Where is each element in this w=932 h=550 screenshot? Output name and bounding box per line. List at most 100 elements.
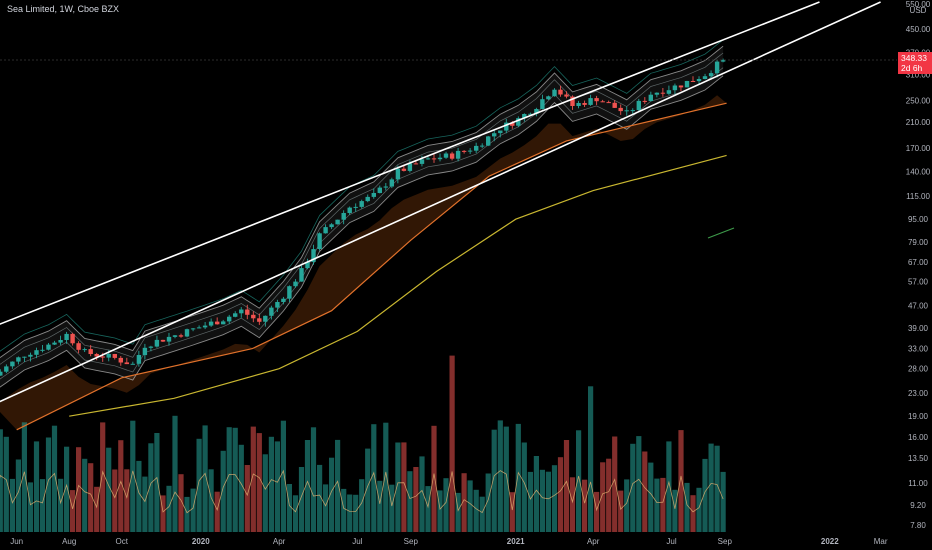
time-tick-label: Jun (10, 537, 23, 546)
volume-bar (437, 490, 443, 532)
candle (16, 356, 21, 365)
volume-bar (636, 436, 642, 532)
volume-bar (521, 442, 527, 532)
candle (546, 95, 551, 100)
volume-bar (3, 436, 9, 532)
volume-bar (527, 471, 533, 532)
candle (576, 100, 581, 109)
candle (365, 194, 370, 203)
volume-bar (106, 447, 112, 532)
volume-bar (467, 480, 473, 532)
candle (570, 95, 575, 110)
volume-bar (443, 478, 449, 532)
volume-bar (425, 486, 431, 532)
candle (558, 85, 563, 97)
price-tick-label: 210.00 (906, 118, 931, 127)
candle (269, 305, 274, 320)
price-tick-label: 33.00 (908, 345, 929, 354)
candle (202, 322, 208, 330)
candle (486, 135, 491, 147)
candle (636, 98, 641, 112)
candle (148, 345, 154, 352)
candle (684, 80, 690, 88)
candle (4, 364, 9, 374)
volume-bar (557, 457, 564, 532)
time-tick-label: Jul (666, 537, 676, 546)
price-tick-label: 170.00 (906, 144, 931, 153)
volume-bar (383, 422, 389, 532)
candle (359, 199, 364, 209)
candle (353, 203, 358, 212)
price-tick-label: 57.00 (908, 278, 929, 287)
price-tick-label: 28.00 (908, 365, 929, 374)
candle (642, 97, 647, 104)
volume-bar (515, 423, 521, 532)
volume-bar (172, 415, 178, 532)
candle (118, 356, 123, 366)
volume-bar (39, 479, 46, 532)
candle (480, 143, 485, 149)
candle (660, 88, 666, 97)
volume-bar (702, 458, 708, 532)
volume-bar (473, 489, 479, 532)
candle (88, 345, 93, 357)
candle (305, 258, 310, 270)
volume-bar (27, 482, 33, 532)
volume-bar (292, 495, 299, 532)
price-tick-label: 16.00 (908, 433, 929, 442)
candle (275, 299, 280, 312)
candle (564, 91, 569, 99)
candle (293, 279, 298, 288)
candle (251, 311, 256, 323)
candle (323, 224, 328, 234)
volume-bar (196, 438, 202, 532)
volume-bar (612, 436, 618, 532)
volume-bar (58, 478, 64, 532)
time-tick-label: Aug (62, 537, 76, 546)
volume-bar (208, 469, 214, 532)
candle (467, 148, 473, 154)
candle (371, 188, 376, 199)
candle (82, 347, 87, 352)
volume-bar (256, 433, 262, 532)
volume-bar (347, 494, 353, 532)
candle (221, 319, 226, 325)
time-tick-label: Apr (587, 537, 600, 546)
volume-bar (569, 477, 576, 532)
volume-bar (449, 355, 455, 532)
volume-bar (714, 445, 720, 532)
candle (504, 118, 509, 134)
candle (94, 352, 99, 361)
candle (528, 112, 533, 115)
candle (233, 311, 238, 318)
volume-bar (190, 488, 196, 532)
volume-bar (720, 471, 726, 532)
candle (534, 107, 539, 117)
time-axis: Jun Aug Oct 2020 Apr Jul Sep 2021 Apr Jul Sep 2022 M… (0, 532, 932, 550)
candle (52, 340, 57, 345)
volume-bar (594, 491, 600, 532)
volume-bar (64, 446, 70, 532)
volume-bar (672, 489, 678, 532)
candle (34, 347, 39, 359)
candle (624, 106, 629, 116)
price-tick-label: 11.00 (908, 479, 928, 488)
volume-bar (130, 420, 136, 532)
candle (696, 76, 702, 85)
price-tick-label: 79.00 (908, 238, 929, 247)
volume-bar (202, 425, 208, 532)
volume-bar (33, 441, 40, 532)
price-tick-label: 140.00 (906, 168, 931, 177)
candle (702, 73, 708, 80)
time-axis-bg (0, 532, 932, 550)
candle (257, 313, 262, 325)
volume-bar (395, 442, 401, 532)
time-tick-label: 2021 (507, 537, 525, 546)
price-tick-label: 310.00 (906, 70, 931, 79)
volume-bar (678, 430, 684, 532)
volume-bar (455, 492, 461, 532)
volume-bar (389, 484, 395, 532)
volume-bar (15, 459, 21, 532)
volume-bar (708, 443, 714, 532)
